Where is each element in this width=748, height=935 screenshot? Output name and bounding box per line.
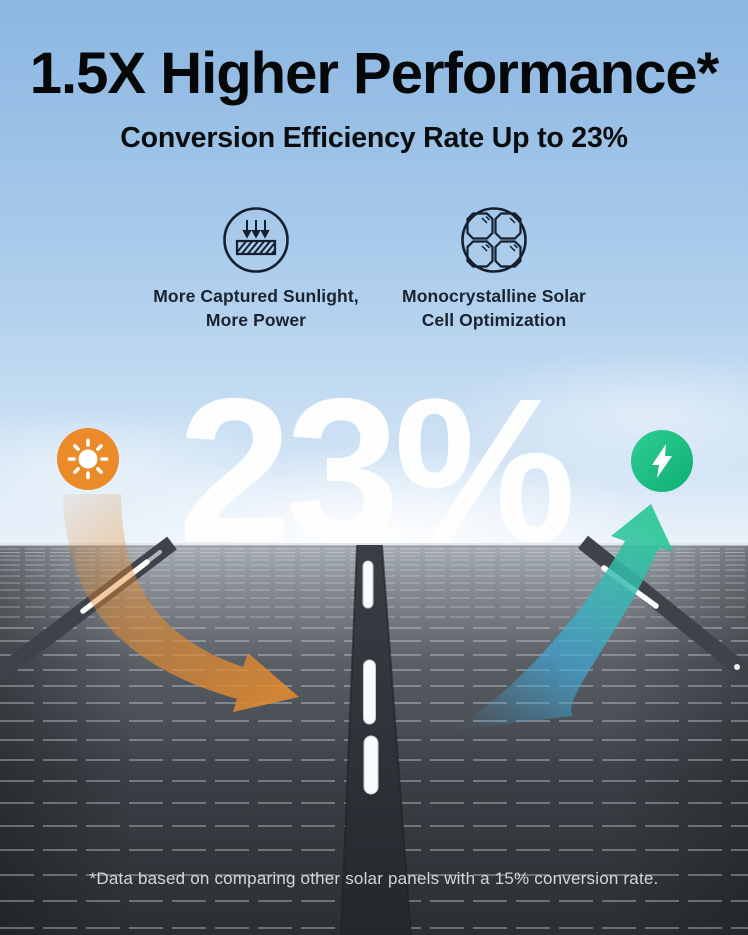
orange-flow-arrow [62, 494, 299, 712]
frame-slot-far [362, 560, 374, 609]
feature-label-line: Monocrystalline Solar [402, 286, 586, 306]
feature-label-line: Cell Optimization [421, 309, 567, 330]
teal-flow-arrow [452, 504, 673, 730]
sun-icon [57, 428, 119, 490]
feature-label-cells: Monocrystalline Solar Cell Optimization [364, 285, 624, 332]
feature-label-line: More Captured Sunlight, [153, 286, 359, 306]
solar-cells-icon [461, 207, 527, 273]
frame-slot-near [363, 735, 379, 795]
lightning-icon [631, 430, 693, 492]
frame-slot-mid [363, 659, 376, 725]
feature-label-sunlight: More Captured Sunlight, More Power [126, 285, 386, 332]
feature-label-line: More Power [205, 309, 307, 330]
frame-rail-right-glint [734, 664, 740, 670]
sunlight-absorption-icon [223, 207, 289, 273]
headline: 1.5X Higher Performance* [29, 41, 719, 106]
efficiency-value: 23% [177, 356, 576, 585]
frame-column-edge-left [340, 544, 358, 935]
horizon-edge [0, 543, 748, 546]
subheadline: Conversion Efficiency Rate Up to 23% [120, 122, 628, 154]
footnote: *Data based on comparing other solar pan… [89, 869, 659, 888]
frame-column-edge-right [381, 544, 412, 935]
